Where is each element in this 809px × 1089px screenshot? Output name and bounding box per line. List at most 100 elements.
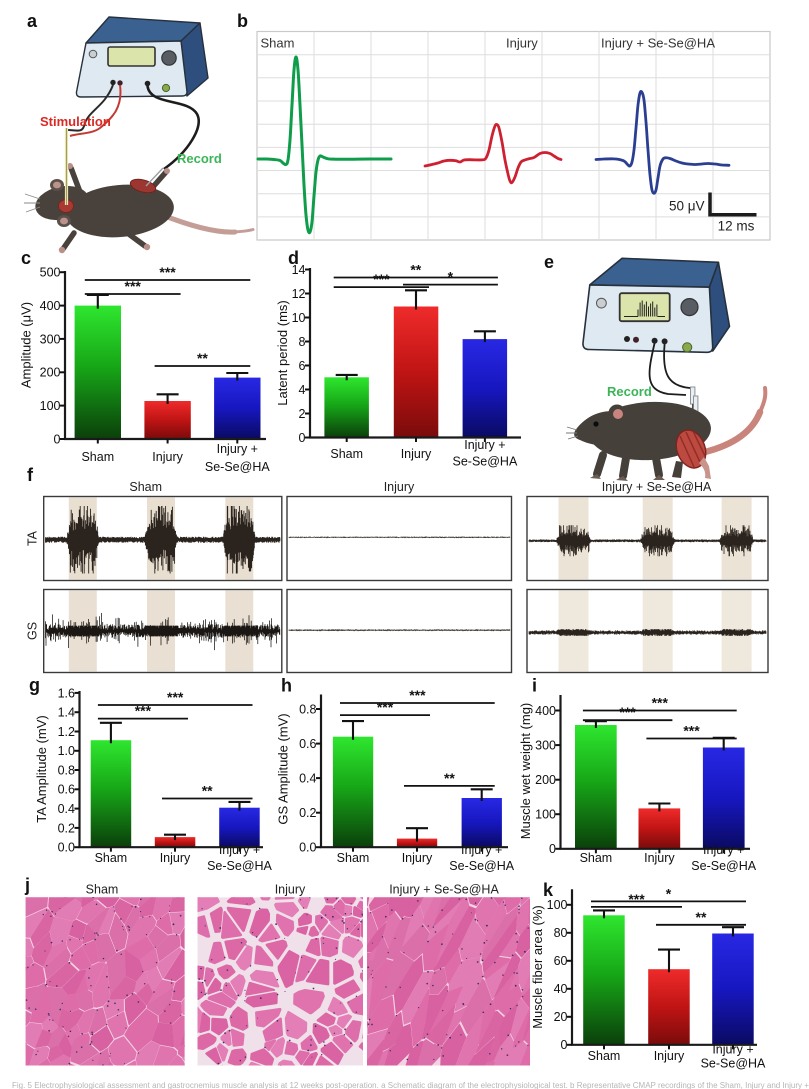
svg-text:0.4: 0.4 xyxy=(58,802,75,816)
svg-text:300: 300 xyxy=(535,739,556,753)
svg-text:Injury: Injury xyxy=(401,447,432,461)
svg-text:100: 100 xyxy=(547,898,568,912)
svg-text:0.2: 0.2 xyxy=(58,821,75,835)
svg-text:Sham: Sham xyxy=(330,447,363,461)
svg-text:Injury + Se-Se@HA: Injury + Se-Se@HA xyxy=(601,35,715,50)
svg-text:Injury: Injury xyxy=(654,1049,685,1063)
svg-text:Muscle fiber area (%): Muscle fiber area (%) xyxy=(530,905,545,1029)
svg-text:f: f xyxy=(27,465,34,485)
svg-text:**: ** xyxy=(197,350,208,366)
svg-text:g: g xyxy=(29,675,40,695)
svg-text:Amplitude (μV): Amplitude (μV) xyxy=(19,302,34,388)
svg-text:d: d xyxy=(288,248,299,268)
svg-text:Muscle wet weight (mg): Muscle wet weight (mg) xyxy=(518,703,533,840)
svg-text:Se-Se@HA: Se-Se@HA xyxy=(205,460,270,474)
svg-text:Se-Se@HA: Se-Se@HA xyxy=(207,859,272,873)
svg-text:40: 40 xyxy=(554,982,568,996)
svg-text:**: ** xyxy=(410,262,421,278)
svg-text:Injury + Se-Se@HA: Injury + Se-Se@HA xyxy=(602,480,712,494)
svg-text:1.0: 1.0 xyxy=(58,744,75,758)
svg-text:c: c xyxy=(21,248,31,268)
svg-text:Se-Se@HA: Se-Se@HA xyxy=(691,859,756,873)
svg-text:Sham: Sham xyxy=(261,35,295,50)
svg-text:50 μV: 50 μV xyxy=(669,199,705,214)
svg-text:0: 0 xyxy=(299,431,306,445)
svg-text:GS: GS xyxy=(26,622,40,640)
svg-text:Injury: Injury xyxy=(275,883,306,897)
svg-text:b: b xyxy=(237,11,248,31)
svg-text:0.8: 0.8 xyxy=(58,763,75,777)
svg-text:Record: Record xyxy=(177,151,222,166)
svg-text:20: 20 xyxy=(554,1010,568,1024)
svg-text:12 ms: 12 ms xyxy=(718,219,755,234)
svg-text:Sham: Sham xyxy=(580,851,613,865)
svg-text:100: 100 xyxy=(40,399,61,413)
svg-text:Se-Se@HA: Se-Se@HA xyxy=(453,455,518,469)
svg-text:Injury: Injury xyxy=(402,851,433,865)
svg-text:60: 60 xyxy=(554,954,568,968)
svg-text:80: 80 xyxy=(554,926,568,940)
svg-text:100: 100 xyxy=(535,808,556,822)
svg-text:a: a xyxy=(27,11,38,31)
svg-text:Injury +: Injury + xyxy=(219,843,260,857)
svg-text:0.2: 0.2 xyxy=(299,806,316,820)
svg-text:1.2: 1.2 xyxy=(58,725,75,739)
svg-text:8: 8 xyxy=(299,335,306,349)
svg-text:0: 0 xyxy=(561,1038,568,1052)
svg-text:***: *** xyxy=(652,695,669,711)
svg-text:i: i xyxy=(532,676,537,696)
svg-text:***: *** xyxy=(628,891,645,907)
svg-text:Injury +: Injury + xyxy=(464,438,505,452)
svg-text:*: * xyxy=(666,885,672,901)
svg-text:1.4: 1.4 xyxy=(58,706,75,720)
svg-text:2: 2 xyxy=(299,407,306,421)
svg-text:0: 0 xyxy=(549,842,556,856)
svg-text:Injury +: Injury + xyxy=(712,1043,753,1057)
svg-text:0.6: 0.6 xyxy=(58,783,75,797)
svg-text:**: ** xyxy=(202,783,213,799)
svg-text:*: * xyxy=(448,269,454,285)
svg-text:Injury: Injury xyxy=(152,450,183,464)
svg-text:Se-Se@HA: Se-Se@HA xyxy=(701,1057,766,1071)
svg-text:Sham: Sham xyxy=(81,450,114,464)
svg-text:***: *** xyxy=(409,687,426,703)
svg-text:Stimulation: Stimulation xyxy=(40,114,111,129)
svg-text:300: 300 xyxy=(40,332,61,346)
svg-text:Sham: Sham xyxy=(337,851,370,865)
svg-text:***: *** xyxy=(683,723,700,739)
svg-text:0.0: 0.0 xyxy=(58,841,75,855)
svg-text:0: 0 xyxy=(54,432,61,446)
svg-text:k: k xyxy=(543,880,554,900)
svg-text:j: j xyxy=(24,875,30,895)
svg-text:***: *** xyxy=(619,704,636,720)
svg-text:**: ** xyxy=(696,909,707,925)
svg-text:***: *** xyxy=(125,278,142,294)
svg-text:TA: TA xyxy=(26,530,40,546)
svg-text:Latent period (ms): Latent period (ms) xyxy=(275,300,290,406)
svg-text:14: 14 xyxy=(292,263,306,277)
svg-text:***: *** xyxy=(135,703,152,719)
svg-text:6: 6 xyxy=(299,359,306,373)
svg-text:Sham: Sham xyxy=(95,851,128,865)
svg-text:1.6: 1.6 xyxy=(58,686,75,700)
svg-text:500: 500 xyxy=(40,266,61,280)
svg-text:Injury: Injury xyxy=(384,480,415,494)
svg-text:Injury +: Injury + xyxy=(217,442,258,456)
svg-text:Injury: Injury xyxy=(160,851,191,865)
svg-text:Injury +: Injury + xyxy=(461,843,502,857)
svg-text:Injury: Injury xyxy=(506,35,538,50)
svg-text:Record: Record xyxy=(607,384,652,399)
svg-text:0.6: 0.6 xyxy=(299,737,316,751)
svg-text:400: 400 xyxy=(535,704,556,718)
svg-text:Se-Se@HA: Se-Se@HA xyxy=(449,859,514,873)
svg-text:***: *** xyxy=(167,689,184,705)
svg-text:**: ** xyxy=(444,770,455,786)
svg-text:0.8: 0.8 xyxy=(299,702,316,716)
svg-text:0.4: 0.4 xyxy=(299,772,316,786)
svg-text:0.0: 0.0 xyxy=(299,841,316,855)
svg-text:12: 12 xyxy=(292,287,306,301)
svg-text:Injury: Injury xyxy=(644,851,675,865)
svg-text:TA Amplitude (mV): TA Amplitude (mV) xyxy=(34,715,49,822)
svg-text:4: 4 xyxy=(299,383,306,397)
svg-text:***: *** xyxy=(377,699,394,715)
